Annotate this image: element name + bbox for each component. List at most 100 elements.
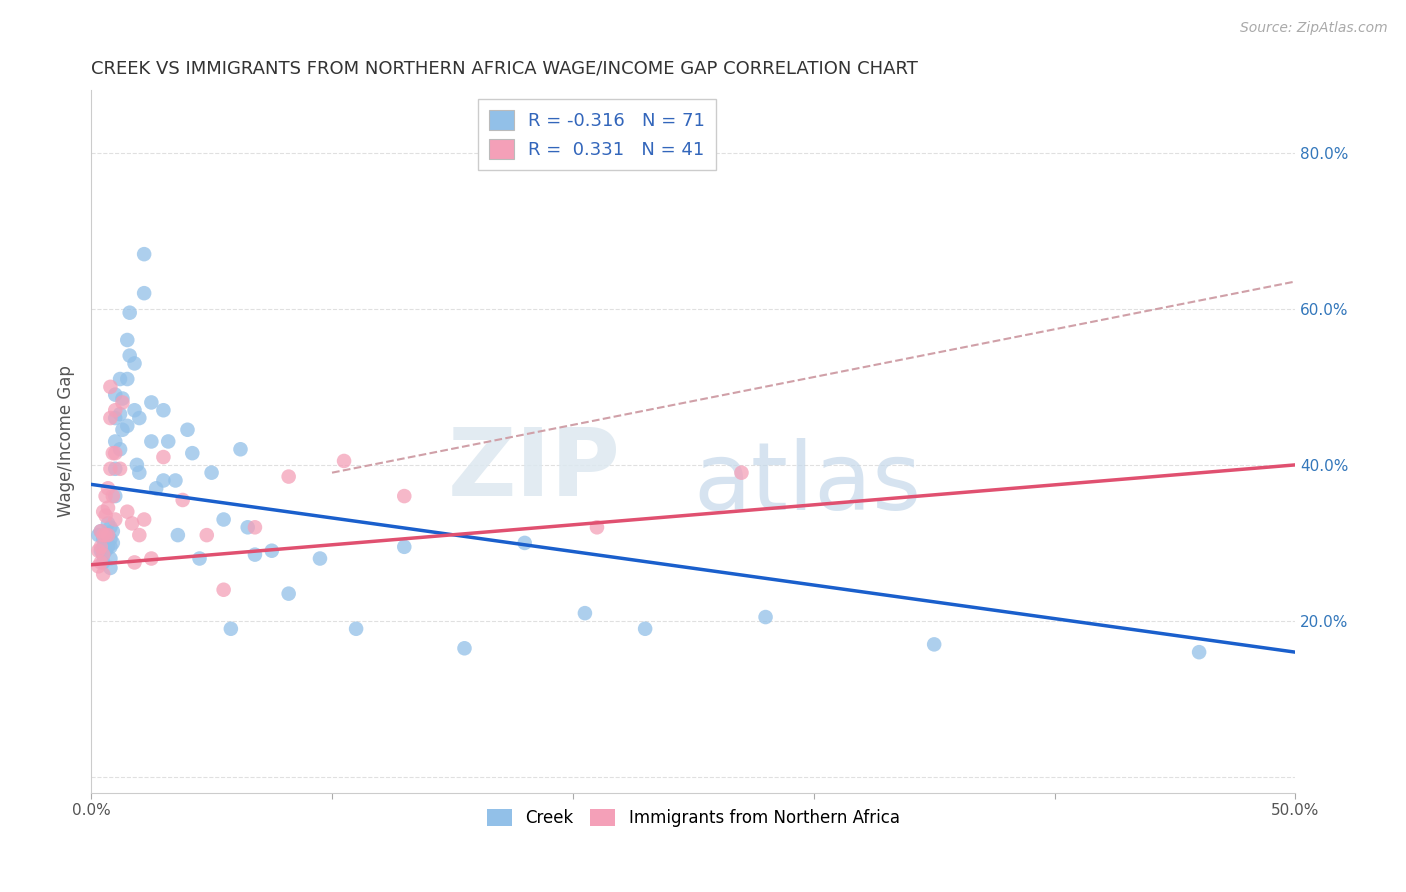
Point (100, 540, 122, 554)
Point (922, 637, 945, 651)
Text: Source: ZipAtlas.com: Source: ZipAtlas.com (1240, 21, 1388, 35)
Point (243, 548, 266, 562)
Point (111, 395, 134, 409)
Point (94, 489, 117, 503)
Point (108, 442, 131, 457)
Point (87, 528, 110, 542)
Point (124, 403, 146, 417)
Point (117, 505, 139, 519)
Text: CREEK VS IMMIGRANTS FROM NORTHERN AFRICA WAGE/INCOME GAP CORRELATION CHART: CREEK VS IMMIGRANTS FROM NORTHERN AFRICA… (91, 60, 918, 78)
Point (100, 561, 122, 575)
Point (309, 551, 332, 566)
Point (195, 528, 218, 542)
Point (87, 543, 110, 558)
Point (97, 500, 120, 515)
Point (1188, 645, 1211, 659)
Point (134, 512, 156, 526)
Point (91, 567, 114, 582)
Point (91, 556, 114, 570)
Point (101, 524, 124, 539)
Point (91, 548, 114, 562)
Point (141, 551, 163, 566)
Point (141, 434, 163, 449)
Point (108, 407, 131, 421)
Point (118, 349, 141, 363)
Point (277, 587, 299, 601)
Point (277, 469, 299, 483)
Point (90, 556, 112, 570)
Point (236, 520, 259, 534)
Point (90, 524, 112, 539)
Point (121, 516, 143, 531)
Point (100, 551, 122, 566)
Point (97, 481, 120, 495)
Point (124, 356, 146, 370)
Point (100, 380, 122, 394)
Point (394, 540, 416, 554)
Point (513, 536, 536, 550)
Point (97, 528, 120, 542)
Legend: Creek, Immigrants from Northern Africa: Creek, Immigrants from Northern Africa (481, 802, 907, 833)
Point (229, 442, 252, 457)
Point (91, 548, 114, 562)
Point (453, 641, 475, 656)
Point (117, 418, 139, 433)
Point (104, 387, 127, 401)
Point (181, 446, 204, 460)
Point (634, 622, 657, 636)
Point (111, 423, 134, 437)
Point (394, 489, 416, 503)
Point (730, 466, 752, 480)
Point (118, 306, 141, 320)
Point (200, 466, 222, 480)
Point (91, 528, 114, 542)
Point (104, 434, 127, 449)
Point (90, 524, 112, 539)
Point (97, 528, 120, 542)
Point (108, 372, 131, 386)
Point (94, 543, 117, 558)
Point (104, 446, 127, 460)
Point (104, 512, 127, 526)
Point (152, 403, 174, 417)
Point (117, 333, 139, 347)
Point (104, 462, 127, 476)
Point (152, 474, 174, 488)
Point (167, 528, 190, 542)
Point (90, 540, 112, 554)
Point (97, 540, 120, 554)
Point (101, 536, 124, 550)
Point (100, 520, 122, 534)
Point (243, 520, 266, 534)
Point (104, 411, 127, 425)
Text: atlas: atlas (693, 438, 922, 530)
Point (91, 532, 114, 546)
Point (188, 551, 211, 566)
Point (108, 462, 131, 476)
Point (172, 493, 194, 508)
Point (94, 528, 117, 542)
Point (94, 508, 117, 523)
Point (586, 520, 609, 534)
Point (91, 540, 114, 554)
Point (152, 450, 174, 464)
Point (100, 411, 122, 425)
Point (754, 610, 776, 624)
Point (141, 395, 163, 409)
Point (145, 481, 167, 495)
Point (97, 516, 120, 531)
Point (100, 532, 122, 546)
Text: ZIP: ZIP (449, 424, 621, 516)
Point (87, 559, 110, 574)
Point (176, 423, 198, 437)
Point (104, 403, 127, 417)
Point (212, 512, 235, 526)
Point (344, 622, 367, 636)
Point (212, 582, 235, 597)
Point (165, 474, 187, 488)
Y-axis label: Wage/Income Gap: Wage/Income Gap (58, 366, 75, 517)
Point (94, 528, 117, 542)
Point (128, 466, 150, 480)
Point (134, 247, 156, 261)
Point (91, 505, 114, 519)
